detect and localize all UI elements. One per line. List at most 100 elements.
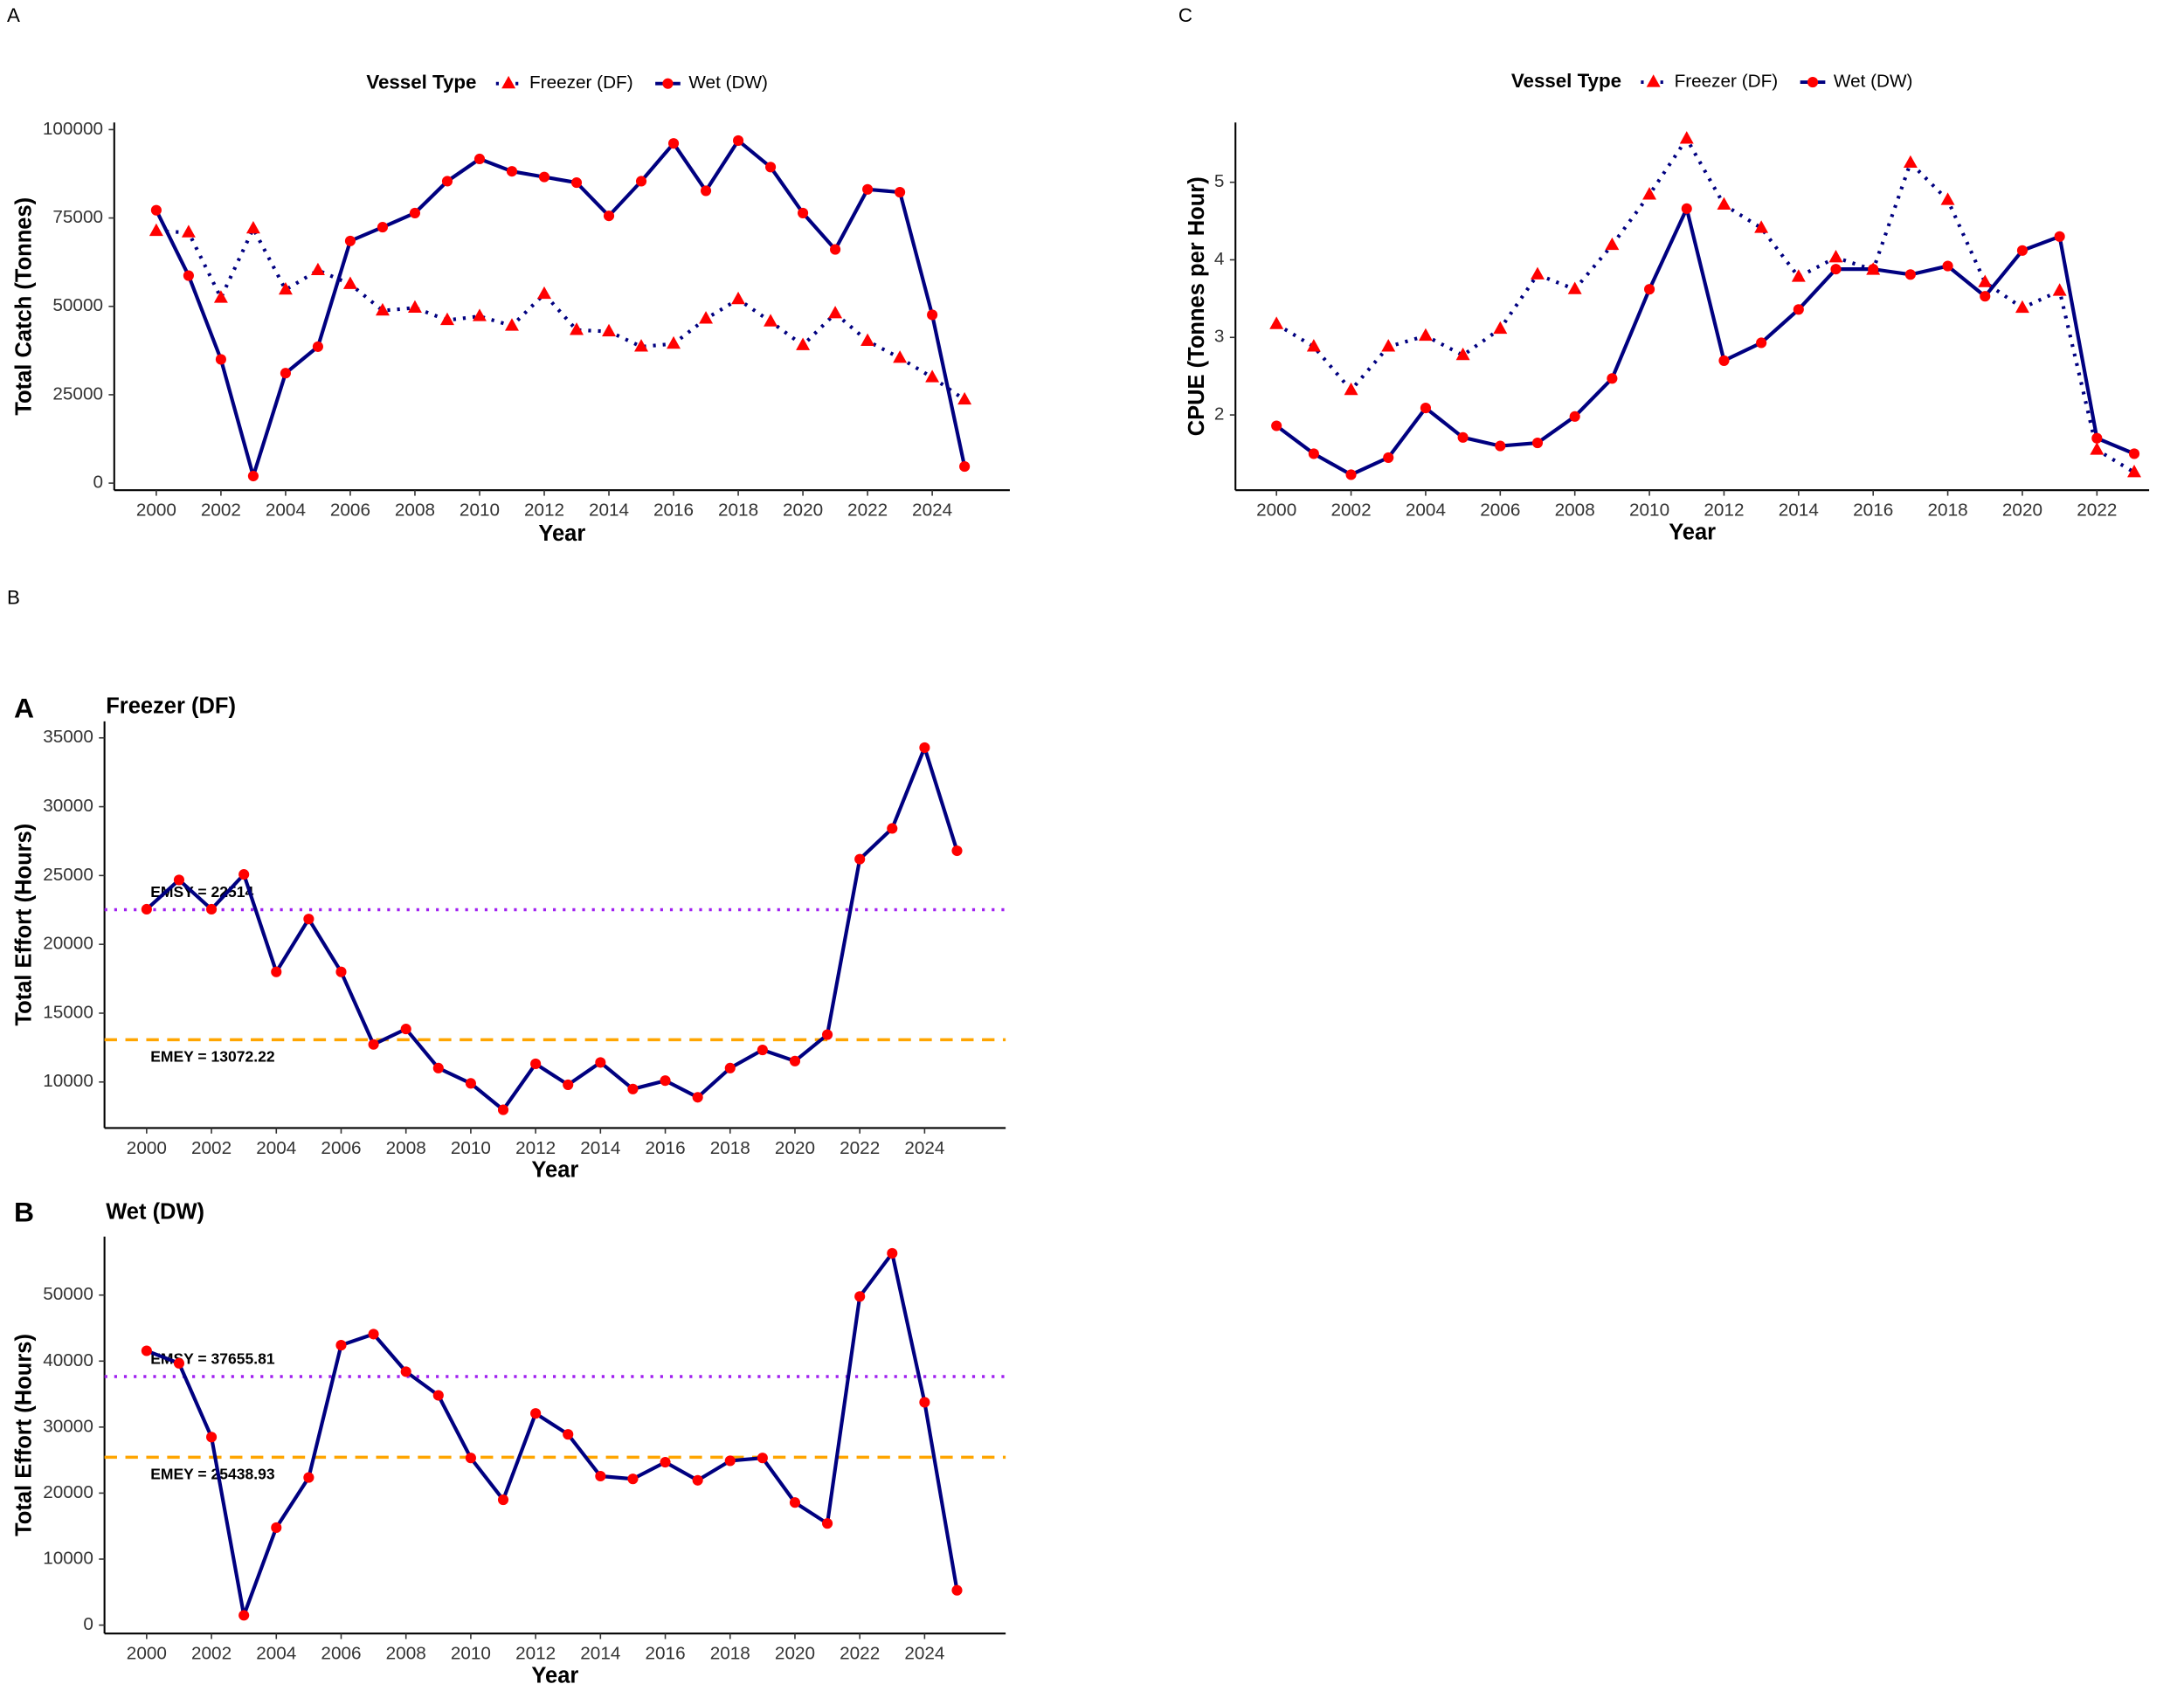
x-tick-label: 2008: [386, 1644, 426, 1664]
x-tick-label: 2016: [645, 1138, 685, 1158]
y-tick-label: 40000: [43, 1350, 93, 1370]
x-tick-label: 2020: [775, 1138, 815, 1158]
marker: [822, 1029, 833, 1040]
marker: [563, 1429, 574, 1440]
legend-marker: [501, 75, 516, 89]
y-tick-label: 4: [1214, 249, 1225, 269]
marker: [699, 311, 714, 324]
marker: [789, 1055, 801, 1066]
marker: [1904, 269, 1916, 280]
x-tick-label: 2004: [1406, 500, 1446, 521]
marker: [1868, 264, 1879, 275]
marker: [1271, 420, 1282, 431]
data-line: [1275, 206, 2135, 477]
marker: [822, 1518, 833, 1529]
marker: [1420, 403, 1431, 414]
x-tick-label: 2008: [1555, 500, 1595, 521]
marker: [660, 1075, 671, 1087]
x-tick-label: 2020: [2002, 500, 2042, 521]
y-tick-label: 50000: [52, 295, 103, 315]
y-tick-label: 10000: [43, 1548, 93, 1568]
marker: [627, 1474, 639, 1485]
x-axis-title: Year: [531, 1158, 578, 1183]
marker: [245, 220, 260, 234]
marker: [667, 138, 680, 149]
marker: [141, 903, 152, 915]
x-tick-label: 2008: [386, 1138, 426, 1158]
marker: [530, 1058, 542, 1070]
marker: [692, 1092, 703, 1103]
x-tick-label: 2022: [840, 1138, 880, 1158]
marker: [465, 1078, 476, 1089]
marker: [724, 1455, 736, 1467]
x-tick-label: 2008: [395, 500, 435, 521]
x-tick-label: 2022: [840, 1644, 880, 1664]
marker: [667, 335, 681, 349]
marker: [280, 368, 291, 379]
marker: [312, 341, 323, 352]
marker: [757, 1044, 768, 1056]
y-tick-label: 5: [1214, 171, 1225, 191]
marker: [602, 323, 616, 337]
legend-title: Vessel Type: [366, 72, 476, 93]
marker: [206, 903, 218, 915]
legend-marker: [662, 78, 674, 89]
x-tick-label: 2022: [847, 500, 888, 521]
x-tick-label: 2018: [1928, 500, 1968, 521]
marker: [1457, 431, 1469, 443]
marker: [860, 333, 875, 346]
y-axis-title: Total Effort (Hours): [11, 824, 36, 1026]
marker: [441, 176, 453, 187]
subtitle: Freezer (DF): [106, 694, 236, 719]
marker: [335, 966, 347, 977]
marker: [409, 207, 421, 218]
marker: [400, 1024, 411, 1035]
legend-label: Freezer (DF): [529, 72, 633, 93]
marker: [1308, 448, 1319, 459]
marker: [1830, 264, 1842, 275]
marker: [1531, 437, 1544, 449]
marker: [1793, 304, 1804, 315]
y-tick-label: 0: [83, 1614, 93, 1634]
marker: [2090, 442, 2105, 455]
marker: [925, 369, 940, 383]
marker: [1642, 187, 1657, 200]
marker: [1940, 192, 1955, 205]
reference-label: EMEY = 13072.22: [150, 1048, 275, 1066]
marker: [537, 286, 551, 300]
marker: [919, 1397, 930, 1408]
marker: [538, 171, 550, 183]
marker: [530, 1408, 542, 1419]
x-axis-title: Year: [531, 1663, 578, 1688]
y-tick-label: 35000: [43, 727, 93, 747]
x-tick-label: 2018: [718, 500, 758, 521]
marker: [303, 1472, 314, 1483]
marker: [951, 1584, 963, 1596]
marker: [497, 1494, 509, 1506]
x-tick-label: 2004: [256, 1138, 296, 1158]
marker: [828, 306, 843, 319]
x-tick-label: 2000: [136, 500, 176, 521]
marker: [692, 1474, 703, 1486]
subtitle: Wet (DW): [106, 1199, 204, 1224]
marker: [141, 1345, 152, 1356]
marker: [465, 1453, 476, 1464]
marker: [1605, 237, 1620, 251]
x-tick-label: 2016: [653, 500, 694, 521]
legend-marker: [1807, 77, 1819, 88]
marker: [1495, 440, 1506, 452]
data-line: [1275, 136, 2136, 474]
marker: [149, 223, 163, 237]
marker: [757, 1453, 768, 1464]
x-tick-label: 2010: [451, 1138, 491, 1158]
y-axis-title: Total Effort (Hours): [11, 1334, 36, 1536]
marker: [1942, 260, 1953, 272]
x-tick-label: 2002: [191, 1138, 232, 1158]
marker: [1569, 411, 1580, 422]
marker: [957, 391, 972, 405]
x-tick-label: 2014: [580, 1644, 620, 1664]
x-tick-label: 2012: [524, 500, 564, 521]
x-tick-label: 2002: [1331, 500, 1372, 521]
